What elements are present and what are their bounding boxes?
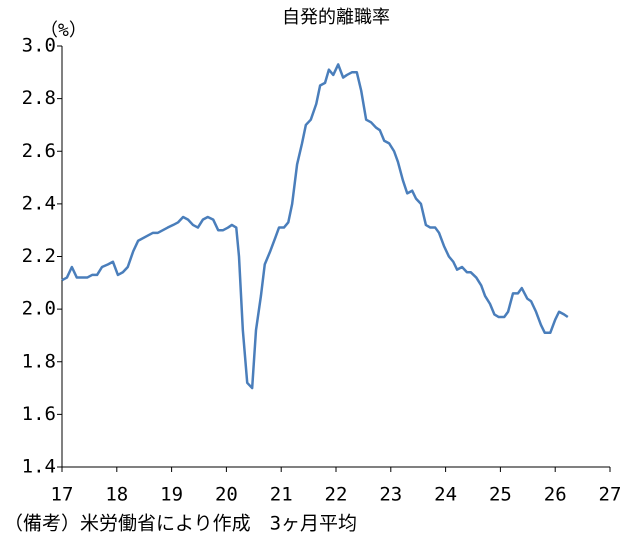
y-tick-label: 3.0 [22, 35, 56, 57]
y-tick-label: 2.4 [22, 192, 56, 214]
note: （備考）米労働省により作成 3ヶ月平均 [4, 513, 357, 535]
x-tick-label: 18 [105, 484, 128, 506]
x-tick-label: 27 [599, 484, 622, 506]
data-line [61, 63, 569, 390]
y-tick-label: 2.6 [22, 140, 56, 162]
chart-title: 自発的離職率 [282, 7, 390, 28]
y-tick-label: 1.8 [22, 350, 56, 372]
x-tick-label: 19 [160, 484, 183, 506]
x-tick-label: 24 [434, 484, 457, 506]
x-tick-label: 23 [379, 484, 402, 506]
y-tick-label: 1.4 [22, 456, 56, 478]
y-tick-label: 2.2 [22, 245, 56, 267]
x-tick-label: 22 [325, 484, 348, 506]
y-tick-label: 2.8 [22, 87, 56, 109]
y-tick-label: 1.6 [22, 403, 56, 425]
x-tick-label: 17 [51, 484, 74, 506]
x-tick-label: 26 [544, 484, 567, 506]
x-tick-label: 21 [270, 484, 293, 506]
y-axis-label: （%） [40, 20, 87, 41]
y-tick-label: 2.0 [22, 298, 56, 320]
x-tick-label: 25 [489, 484, 512, 506]
x-tick-label: 20 [215, 484, 238, 506]
